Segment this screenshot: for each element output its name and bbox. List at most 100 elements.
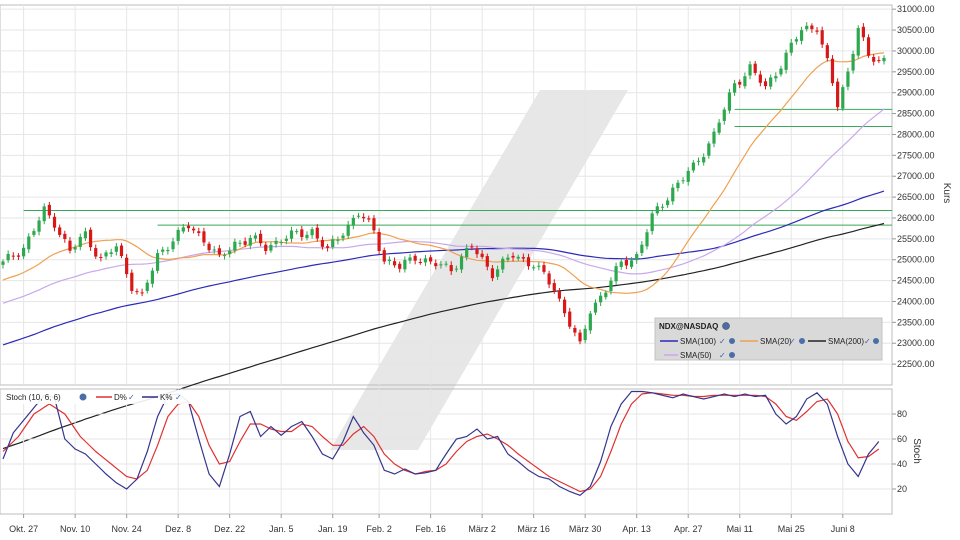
check-icon[interactable]: ✓ xyxy=(128,393,135,402)
candle-body xyxy=(722,109,726,121)
candle-body xyxy=(614,266,618,282)
candle-body xyxy=(125,257,129,275)
candle-body xyxy=(727,92,732,111)
candle-body xyxy=(331,239,335,248)
candle-body xyxy=(233,241,237,251)
x-tick-label: Okt. 27 xyxy=(9,524,38,534)
candle-body xyxy=(94,248,98,257)
candle-body xyxy=(568,311,572,327)
candle-body xyxy=(872,57,876,62)
candle-body xyxy=(377,231,381,252)
candle-body xyxy=(758,74,762,83)
candle-body xyxy=(320,239,325,247)
globe-icon[interactable] xyxy=(729,352,735,358)
candle-body xyxy=(583,328,587,341)
globe-icon[interactable] xyxy=(799,338,805,344)
candle-body xyxy=(73,247,77,250)
candle-body xyxy=(861,26,865,38)
candle-body xyxy=(119,245,124,257)
check-icon[interactable]: ✓ xyxy=(719,351,726,360)
x-tick-label: Nov. 24 xyxy=(111,524,141,534)
candle-body xyxy=(640,244,644,254)
price-axis-label: Kurs xyxy=(941,183,952,204)
globe-icon[interactable] xyxy=(722,322,730,330)
candle-body xyxy=(403,259,407,270)
candle-body xyxy=(238,242,242,244)
candle-body xyxy=(856,28,860,56)
candle-body xyxy=(434,263,438,267)
sma20-line xyxy=(2,52,885,294)
check-icon[interactable]: ✓ xyxy=(719,337,726,346)
candle-body xyxy=(207,243,211,251)
candle-body xyxy=(186,225,191,229)
candle-body xyxy=(619,261,623,267)
candle-body xyxy=(336,239,340,241)
price-legend: NDX@NASDAQ SMA(100) ✓ SMA(20) ✓ SMA(200)… xyxy=(654,317,883,361)
candle-body xyxy=(197,231,201,234)
candle-body xyxy=(702,157,706,163)
check-icon[interactable]: ✓ xyxy=(175,393,182,402)
check-icon[interactable]: ✓ xyxy=(864,337,871,346)
candle-body xyxy=(362,216,366,219)
candle-body xyxy=(300,229,304,238)
legend-label-sma100: SMA(100) xyxy=(680,337,716,346)
globe-icon[interactable] xyxy=(873,338,879,344)
check-icon[interactable]: ✓ xyxy=(789,337,796,346)
x-tick-label: Dez. 8 xyxy=(165,524,191,534)
candle-body xyxy=(836,81,840,108)
candle-body xyxy=(367,218,371,220)
candle-body xyxy=(217,248,221,255)
candle-body xyxy=(578,332,582,342)
globe-icon[interactable] xyxy=(79,393,87,401)
candle-body xyxy=(841,87,845,109)
candle-body xyxy=(547,273,551,285)
globe-icon[interactable] xyxy=(729,338,735,344)
stoch-tick-label: 20 xyxy=(897,484,907,494)
candle-body xyxy=(882,57,886,62)
candle-body xyxy=(243,241,247,245)
candle-body xyxy=(599,295,603,303)
candle-body xyxy=(181,227,185,232)
candle-body xyxy=(774,76,778,79)
candle-body xyxy=(37,220,41,232)
candle-body xyxy=(846,71,850,87)
legend-label-sma200: SMA(200) xyxy=(828,337,864,346)
price-tick-label: 26000.00 xyxy=(897,213,935,223)
candle-body xyxy=(408,257,412,261)
candle-body xyxy=(712,131,716,144)
candle-body xyxy=(676,182,680,189)
candle-body xyxy=(743,76,747,87)
candle-body xyxy=(825,45,829,59)
candle-body xyxy=(58,227,62,235)
candle-body xyxy=(516,256,520,259)
candle-body xyxy=(202,231,206,243)
x-tick-label: Mai 11 xyxy=(727,524,753,534)
price-tick-label: 30000.00 xyxy=(897,46,935,56)
candle-body xyxy=(68,240,72,251)
candle-body xyxy=(6,253,10,261)
x-tick-label: Apr. 27 xyxy=(674,524,703,534)
candle-body xyxy=(83,231,88,239)
candle-body xyxy=(748,64,752,76)
price-tick-label: 22500.00 xyxy=(897,359,935,369)
candle-body xyxy=(212,249,216,251)
candle-body xyxy=(671,187,675,202)
x-tick-label: März 16 xyxy=(517,524,550,534)
candle-body xyxy=(109,252,113,255)
candle-body xyxy=(779,68,783,75)
candle-body xyxy=(449,265,453,272)
candle-body xyxy=(259,233,263,244)
candle-body xyxy=(506,257,510,260)
price-tick-label: 24000.00 xyxy=(897,296,935,306)
candle-body xyxy=(135,291,139,293)
candle-body xyxy=(253,235,258,239)
candle-body xyxy=(155,253,160,271)
candle-body xyxy=(475,248,479,255)
candle-body xyxy=(635,254,639,261)
x-tick-label: Feb. 16 xyxy=(415,524,446,534)
candle-body xyxy=(16,255,21,257)
candle-body xyxy=(624,260,628,266)
candle-body xyxy=(279,242,283,244)
